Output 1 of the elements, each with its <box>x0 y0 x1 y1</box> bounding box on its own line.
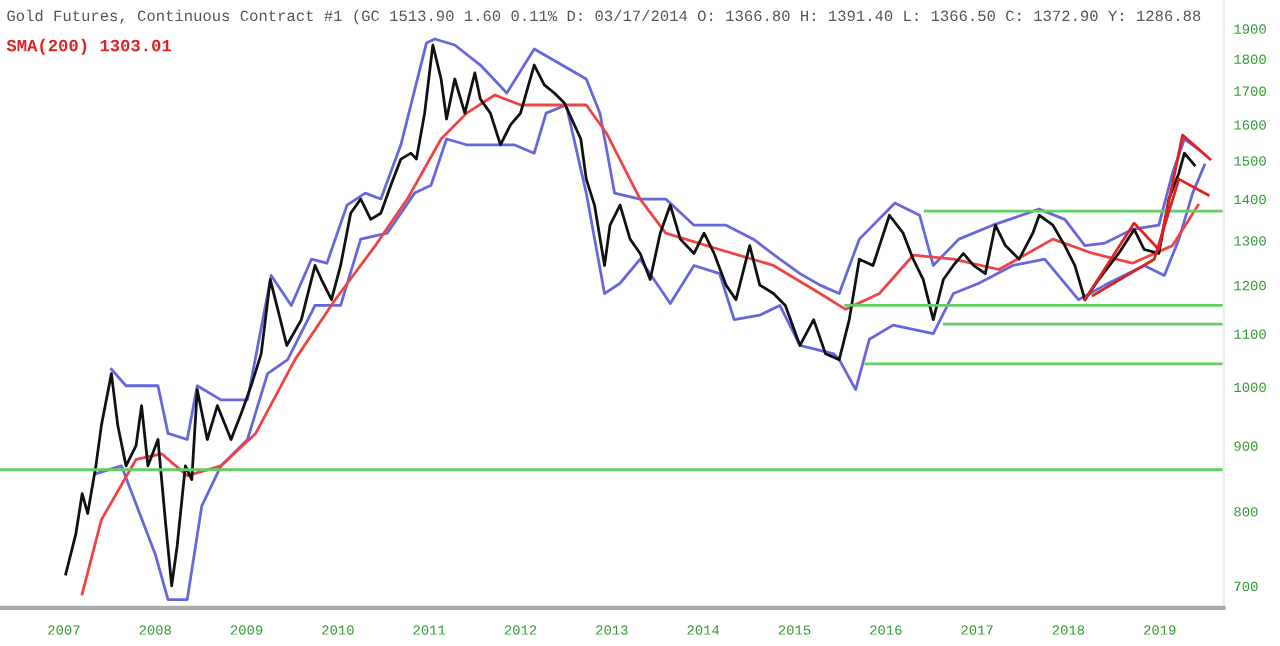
text: SMA(200) 1303.01 <box>6 38 172 55</box>
